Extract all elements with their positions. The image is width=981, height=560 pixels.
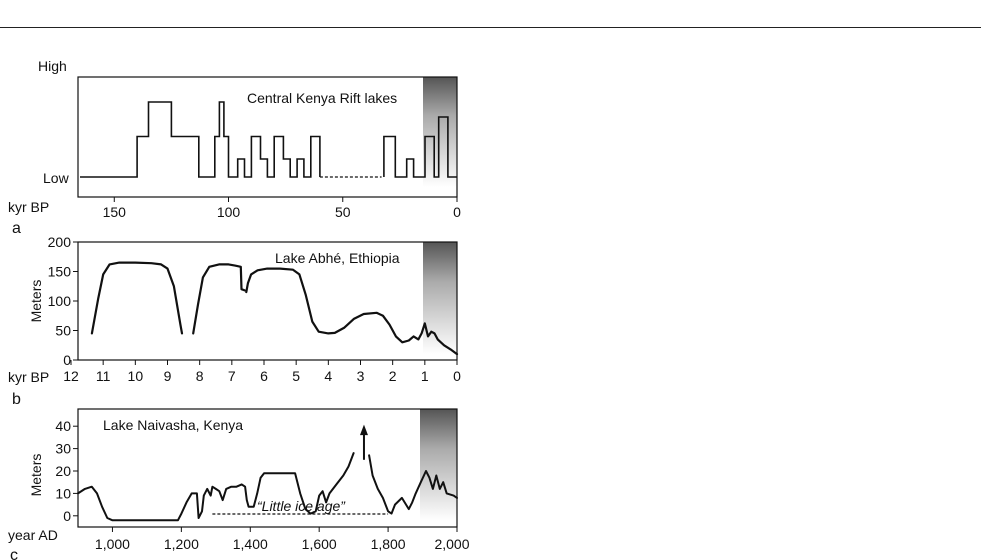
panel-b-series-line-2 (192, 263, 246, 335)
panel-b-y-label: Meters (28, 280, 44, 323)
panel-b-x-tick-label: 7 (228, 368, 236, 384)
panel-c-letter: c (10, 547, 18, 560)
panel-c-frame (77, 408, 458, 528)
panel-c-series-line-1 (77, 452, 355, 522)
panel-c: 1,000 1,200 1,400 1,600 1,800 2,000 0 10 20 30 40… (8, 408, 470, 560)
panel-c-y-ticks: 0 10 20 30 40 (55, 418, 78, 524)
panel-b-y-tick-label: 100 (48, 293, 72, 309)
panel-a-x-tick-label: 0 (453, 204, 461, 220)
panel-b-y-tick-label: 0 (63, 352, 71, 368)
panel-c-shading (420, 409, 457, 521)
panel-c-y-tick-label: 10 (55, 485, 71, 501)
panel-b-x-tick-label: 8 (196, 368, 204, 384)
panel-a-high-label: High (38, 58, 67, 74)
panel-c-x-tick-label: 1,800 (371, 536, 406, 552)
panel-b-y-tick-label: 200 (48, 234, 72, 250)
panel-c-x-tick-label: 1,600 (302, 536, 337, 552)
panel-b-title: Lake Abhé, Ethiopia (275, 250, 400, 266)
panel-a-x-ticks: 150 100 50 0 (103, 197, 461, 220)
panel-b-x-tick-label: 1 (421, 368, 429, 384)
panel-c-x-tick-label: 1,000 (95, 536, 130, 552)
panel-a-shading (423, 77, 457, 187)
panel-a-x-tick-label: 150 (103, 204, 127, 220)
panel-b-x-tick-label: 10 (128, 368, 144, 384)
panel-b-x-tick-label: 3 (357, 368, 365, 384)
panel-b-series (90, 261, 459, 356)
panel-a-low-label: Low (43, 170, 70, 186)
panel-c-y-tick-label: 30 (55, 441, 71, 457)
panel-a-series-line-2 (383, 116, 457, 178)
panel-b-y-tick-label: 150 (48, 264, 72, 280)
panel-b-x-tick-label: 12 (63, 368, 79, 384)
panel-b-x-tick-label: 6 (260, 368, 268, 384)
panel-c-y-label: Meters (28, 454, 44, 497)
panel-c-x-ticks: 1,000 1,200 1,400 1,600 1,800 2,000 (95, 527, 470, 552)
panel-c-y-tick-label: 40 (55, 418, 71, 434)
panel-a-x-tick-label: 50 (335, 204, 351, 220)
panel-b-x-tick-label: 0 (453, 368, 461, 384)
panel-c-x-tick-label: 1,400 (233, 536, 268, 552)
panel-c-x-tick-label: 1,200 (164, 536, 199, 552)
panel-a-title: Central Kenya Rift lakes (247, 90, 397, 106)
panel-c-series-line-2 (368, 454, 458, 515)
panel-c-x-tick-label: 2,000 (434, 536, 469, 552)
panel-b-y-ticks: 0 50 100 150 200 (48, 234, 78, 368)
arrow-up-icon (359, 424, 368, 460)
panel-a-letter: a (12, 220, 21, 237)
panel-a-series (80, 101, 457, 178)
panel-b-x-tick-label: 11 (96, 368, 111, 384)
top-rule (0, 27, 981, 28)
little-ice-age-label: “Little ice age” (257, 498, 346, 514)
panel-a-x-tick-label: 100 (217, 204, 241, 220)
panel-b-series-line-1 (90, 261, 184, 335)
panel-c-y-tick-label: 20 (55, 463, 71, 479)
arrow-head (359, 424, 368, 436)
panel-b-x-tick-label: 2 (389, 368, 397, 384)
panel-b-y-tick-label: 50 (55, 323, 71, 339)
panel-b-x-ticks: 12 11 10 9 8 7 6 5 4 3 2 1 0 (63, 360, 461, 384)
panel-b-x-tick-label: 5 (292, 368, 300, 384)
panel-a-frame (77, 76, 458, 198)
panel-b-frame (77, 241, 458, 361)
panel-b-x-tick-label: 4 (324, 368, 332, 384)
panel-c-title: Lake Naivasha, Kenya (103, 417, 243, 433)
panel-a-series-line-1 (80, 101, 321, 178)
panel-b-x-label: kyr BP (8, 369, 49, 385)
panel-c-series (77, 452, 458, 522)
panel-b-x-tick-label: 9 (164, 368, 172, 384)
panel-c-x-label: year AD (8, 527, 58, 543)
panel-a-x-label: kyr BP (8, 199, 49, 215)
panel-a: 150 100 50 0 Central Kenya Rift lakes High … (8, 58, 461, 237)
panel-b-letter: b (12, 391, 21, 408)
panel-c-y-tick-label: 0 (63, 508, 71, 524)
panel-b-series-line-3 (245, 267, 459, 356)
